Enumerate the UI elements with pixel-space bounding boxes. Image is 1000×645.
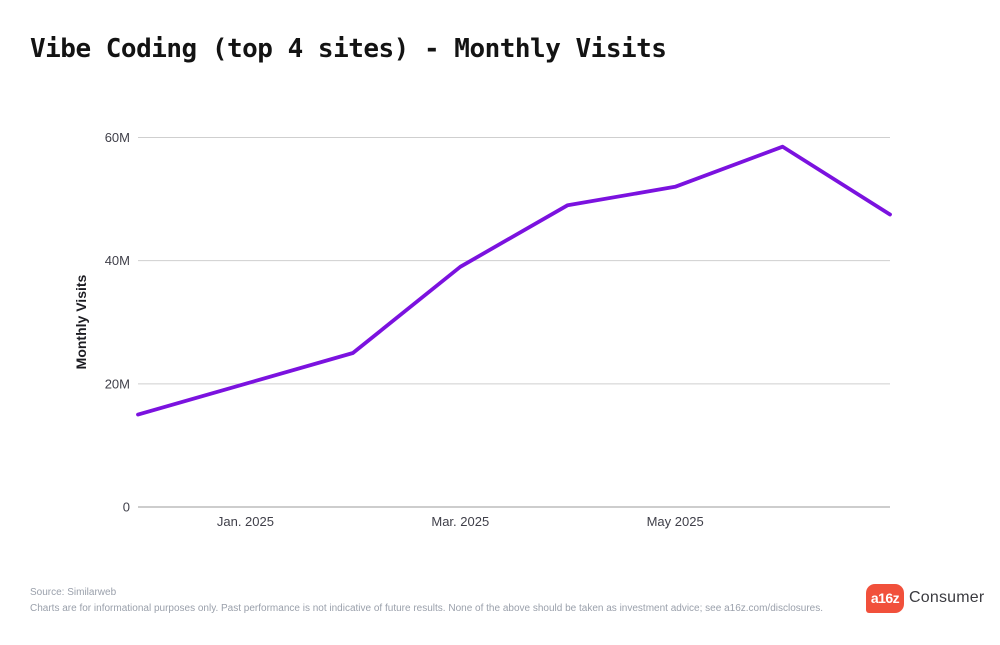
y-tick-label: 0 xyxy=(123,500,130,515)
y-tick-label: 60M xyxy=(105,130,130,145)
a16z-consumer-logo: a16z Consumer xyxy=(866,583,984,613)
x-tick-label: May 2025 xyxy=(647,514,704,529)
chart-title: Vibe Coding (top 4 sites) - Monthly Visi… xyxy=(30,34,667,64)
x-tick-label: Jan. 2025 xyxy=(217,514,274,529)
monthly-visits-line xyxy=(136,144,892,417)
x-tick-label: Mar. 2025 xyxy=(431,514,489,529)
y-tick-label: 40M xyxy=(105,253,130,268)
a16z-logo-icon: a16z xyxy=(866,583,904,613)
y-tick-label: 20M xyxy=(105,376,130,391)
logo-wordmark: Consumer xyxy=(909,589,985,606)
source-note: Source: Similarweb xyxy=(30,587,117,598)
disclaimer-note: Charts are for informational purposes on… xyxy=(30,603,824,614)
